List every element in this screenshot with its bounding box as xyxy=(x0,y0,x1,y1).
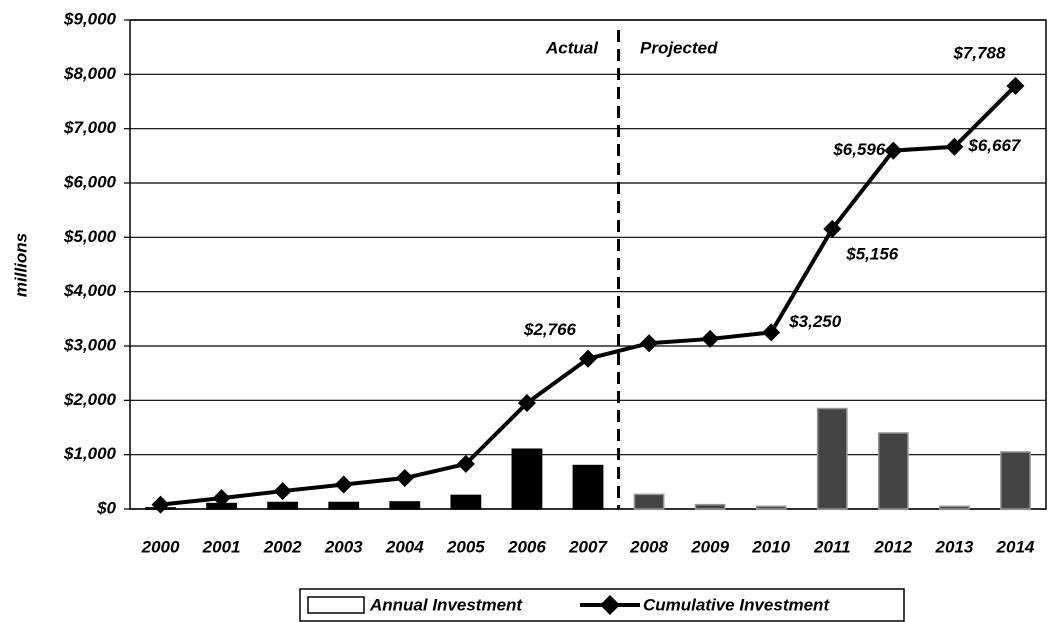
bar xyxy=(1000,451,1031,510)
marker xyxy=(823,219,842,238)
bar xyxy=(511,448,543,510)
x-tick-label: 2007 xyxy=(568,537,608,556)
marker xyxy=(579,349,597,368)
y-tick-label: $6,000 xyxy=(63,172,117,191)
x-tick-label: 2001 xyxy=(202,537,241,556)
marker xyxy=(334,475,353,494)
marker xyxy=(701,329,720,348)
marker xyxy=(884,141,903,160)
data-label: $5,156 xyxy=(845,244,899,263)
x-tick-label: 2012 xyxy=(873,537,912,556)
x-tick-label: 2004 xyxy=(385,537,424,556)
legend-label: Annual Investment xyxy=(369,595,523,614)
marker xyxy=(273,482,292,501)
y-tick-label: $1,000 xyxy=(63,444,117,463)
data-label: $7,788 xyxy=(952,43,1006,62)
marker xyxy=(151,495,170,514)
bar xyxy=(389,501,421,510)
y-tick-label: $0 xyxy=(96,498,116,517)
marker xyxy=(212,489,231,508)
marker xyxy=(762,323,781,342)
x-tick-label: 2003 xyxy=(324,537,363,556)
x-tick-label: 2010 xyxy=(751,537,790,556)
bar xyxy=(450,494,482,510)
bar xyxy=(328,501,360,510)
x-tick-label: 2006 xyxy=(507,537,546,556)
marker xyxy=(1006,76,1025,95)
bar xyxy=(755,505,787,510)
bar xyxy=(938,505,970,510)
y-axis-label: millions xyxy=(11,233,30,297)
data-label: $2,766 xyxy=(523,320,577,339)
x-tick-label: 2014 xyxy=(996,537,1035,556)
bar xyxy=(816,407,848,510)
bar xyxy=(633,493,665,510)
bar xyxy=(267,501,299,510)
x-tick-label: 2013 xyxy=(934,537,973,556)
marker xyxy=(517,394,536,413)
bar xyxy=(877,432,909,510)
marker xyxy=(456,454,475,473)
legend-label: Cumulative Investment xyxy=(643,595,830,614)
data-label: $3,250 xyxy=(788,312,842,331)
y-tick-label: $2,000 xyxy=(63,390,117,409)
x-tick-label: 2005 xyxy=(446,537,485,556)
y-tick-label: $8,000 xyxy=(63,64,117,83)
x-tick-label: 2011 xyxy=(813,537,851,556)
data-label: $6,667 xyxy=(967,136,1022,155)
bar xyxy=(694,503,726,510)
annotation: Actual xyxy=(545,38,599,57)
x-tick-label: 2009 xyxy=(690,537,729,556)
x-tick-label: 2000 xyxy=(141,537,180,556)
x-tick-label: 2002 xyxy=(263,537,302,556)
legend-swatch xyxy=(600,595,620,615)
bar xyxy=(572,464,604,510)
y-tick-label: $9,000 xyxy=(63,9,117,28)
marker xyxy=(945,137,964,156)
data-label: $6,596 xyxy=(832,140,886,159)
annotation: Projected xyxy=(640,38,718,57)
x-tick-label: 2008 xyxy=(629,537,668,556)
y-tick-label: $5,000 xyxy=(63,227,117,246)
y-tick-label: $7,000 xyxy=(63,118,117,137)
marker xyxy=(395,469,414,488)
y-tick-label: $3,000 xyxy=(63,335,117,354)
legend-swatch xyxy=(307,596,365,614)
marker xyxy=(640,334,659,353)
y-tick-label: $4,000 xyxy=(63,281,117,300)
